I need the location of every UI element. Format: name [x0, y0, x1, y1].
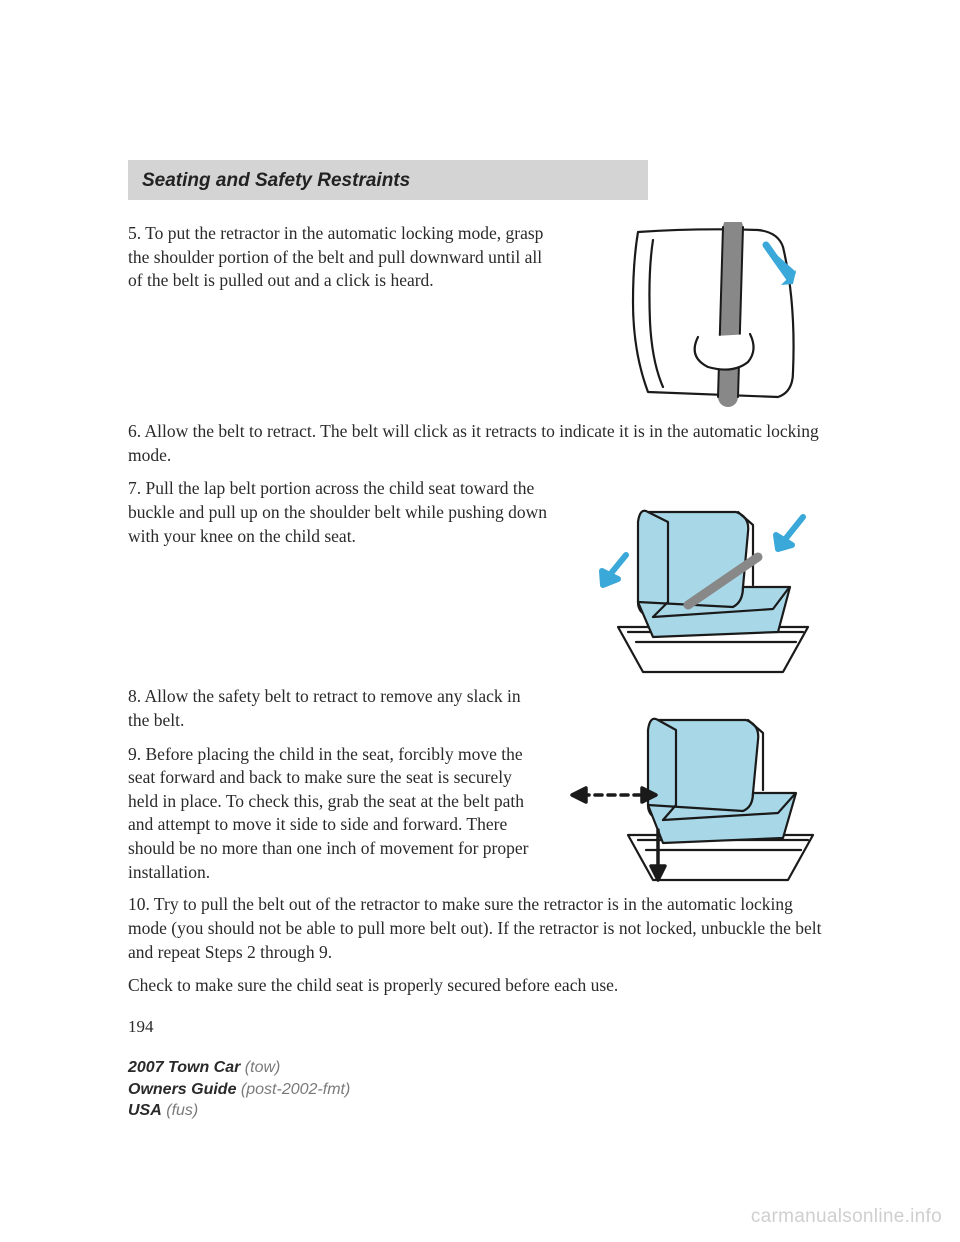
- step-9-text: 9. Before placing the child in the seat,…: [128, 743, 538, 885]
- footer: 2007 Town Car (tow) Owners Guide (post-2…: [128, 1057, 350, 1122]
- footer-model: 2007 Town Car: [128, 1059, 240, 1076]
- section-title: Seating and Safety Restraints: [142, 170, 410, 191]
- step-8-9-row: 8. Allow the safety belt to retract to r…: [128, 685, 828, 885]
- page-number: 194: [128, 1016, 828, 1039]
- footer-model-code: (tow): [245, 1059, 281, 1076]
- step-6-text: 6. Allow the belt to retract. The belt w…: [128, 420, 828, 467]
- step-5-row: 5. To put the retractor in the automatic…: [128, 222, 828, 412]
- footer-guide: Owners Guide: [128, 1081, 236, 1098]
- watermark: carmanualsonline.info: [751, 1206, 942, 1228]
- illustration-belt-pull: [578, 222, 828, 412]
- illustration-child-seat-belt: [578, 477, 828, 677]
- section-header: Seating and Safety Restraints: [128, 160, 648, 200]
- footer-guide-code: (post-2002-fmt): [241, 1081, 350, 1098]
- footer-region: USA: [128, 1102, 162, 1119]
- illustration-child-seat-check: [558, 685, 828, 885]
- step-8-text: 8. Allow the safety belt to retract to r…: [128, 685, 538, 732]
- step-10-text: 10. Try to pull the belt out of the retr…: [128, 893, 828, 964]
- check-text: Check to make sure the child seat is pro…: [128, 974, 828, 998]
- step-5-text: 5. To put the retractor in the automatic…: [128, 222, 578, 293]
- step-7-text: 7. Pull the lap belt portion across the …: [128, 477, 578, 548]
- footer-region-code: (fus): [166, 1102, 198, 1119]
- page-content: 5. To put the retractor in the automatic…: [128, 222, 828, 1039]
- step-7-row: 7. Pull the lap belt portion across the …: [128, 477, 828, 677]
